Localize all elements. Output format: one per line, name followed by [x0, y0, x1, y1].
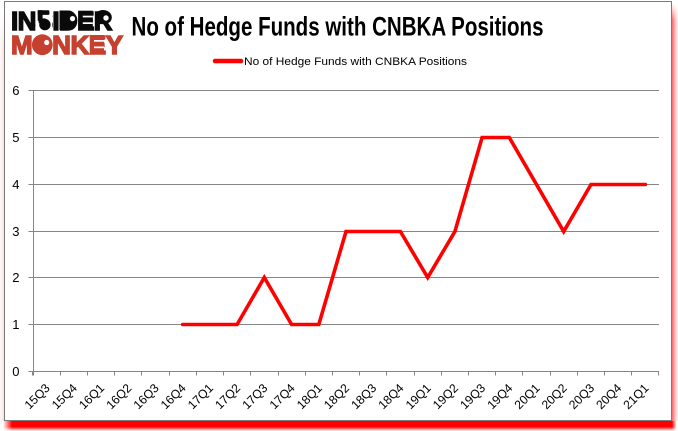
svg-text:17Q2: 17Q2 — [212, 381, 243, 412]
svg-text:20Q2: 20Q2 — [539, 381, 570, 412]
svg-text:6: 6 — [12, 83, 19, 98]
svg-text:No of Hedge Funds with CNBKA P: No of Hedge Funds with CNBKA Positions — [132, 11, 544, 41]
svg-text:18Q2: 18Q2 — [321, 381, 352, 412]
svg-text:16Q1: 16Q1 — [76, 381, 107, 412]
svg-text:No of Hedge Funds with CNBKA P: No of Hedge Funds with CNBKA Positions — [244, 56, 467, 68]
svg-text:19Q4: 19Q4 — [484, 381, 515, 412]
svg-text:18Q3: 18Q3 — [348, 381, 379, 412]
svg-text:16Q2: 16Q2 — [103, 381, 134, 412]
svg-text:17Q1: 17Q1 — [185, 381, 216, 412]
svg-text:15Q3: 15Q3 — [22, 381, 53, 412]
svg-text:17Q3: 17Q3 — [239, 381, 270, 412]
svg-text:18Q4: 18Q4 — [376, 381, 407, 412]
svg-text:MONKEY: MONKEY — [11, 30, 123, 55]
svg-text:16Q4: 16Q4 — [158, 381, 189, 412]
svg-text:15Q4: 15Q4 — [49, 381, 80, 412]
svg-text:4: 4 — [12, 177, 19, 192]
svg-text:18Q1: 18Q1 — [294, 381, 325, 412]
svg-text:3: 3 — [12, 224, 19, 239]
svg-text:19Q1: 19Q1 — [403, 381, 434, 412]
svg-text:19Q2: 19Q2 — [430, 381, 461, 412]
svg-text:17Q4: 17Q4 — [267, 381, 298, 412]
svg-text:5: 5 — [12, 130, 19, 145]
svg-text:20Q3: 20Q3 — [566, 381, 597, 412]
svg-text:20Q1: 20Q1 — [512, 381, 543, 412]
svg-text:19Q3: 19Q3 — [457, 381, 488, 412]
svg-text:16Q3: 16Q3 — [131, 381, 162, 412]
svg-text:2: 2 — [12, 270, 19, 285]
svg-text:21Q1: 21Q1 — [621, 381, 652, 412]
svg-text:20Q4: 20Q4 — [593, 381, 624, 412]
svg-text:0: 0 — [12, 364, 19, 379]
svg-text:1: 1 — [12, 317, 19, 332]
